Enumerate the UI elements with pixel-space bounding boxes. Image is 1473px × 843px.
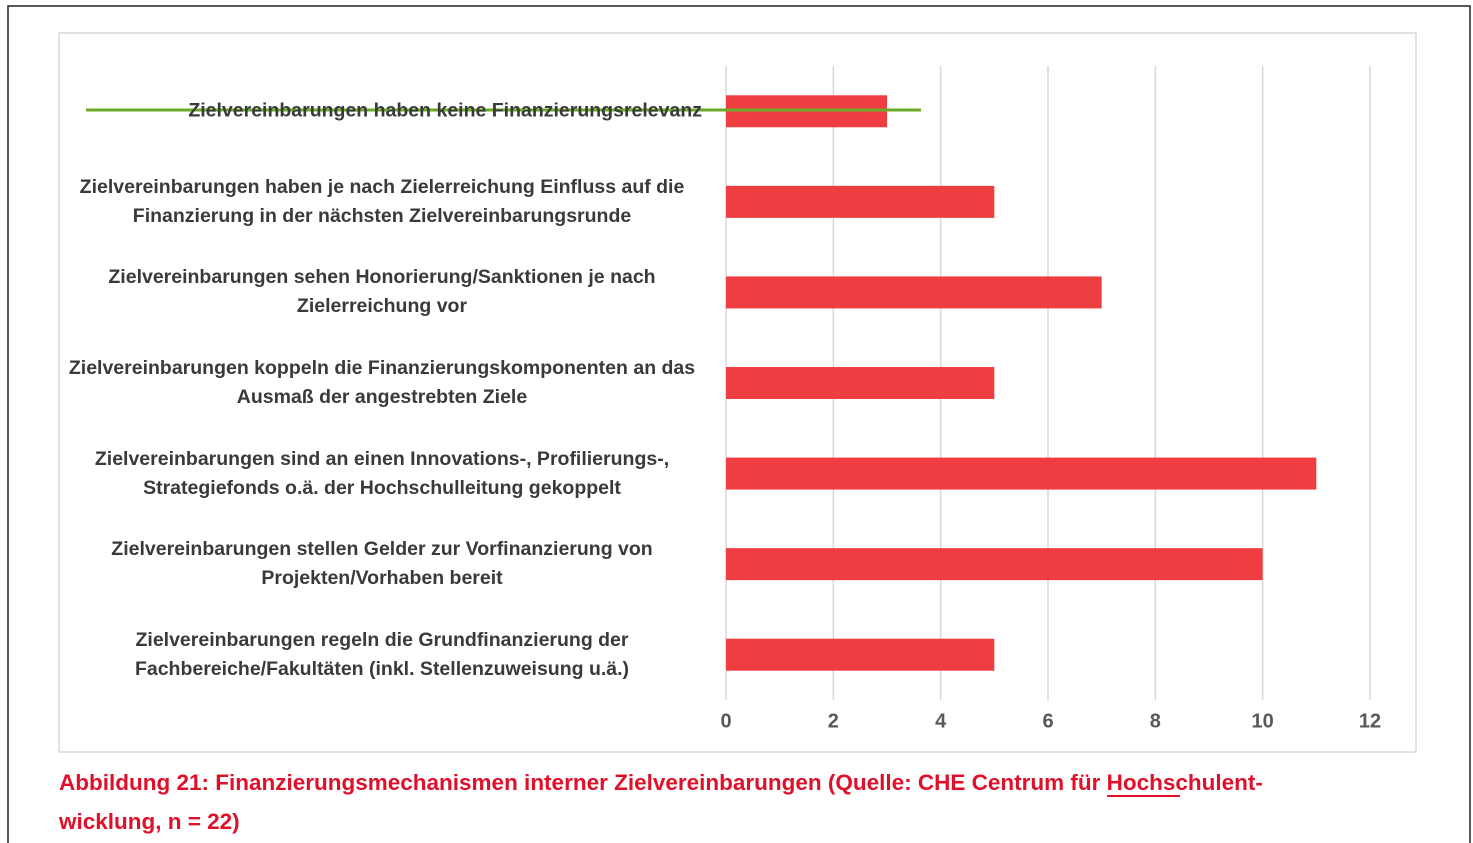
bar [726,276,1102,309]
bars [726,95,1317,671]
y-tick-label: Zielvereinbarungen stellen Gelder zur Vo… [111,538,653,590]
bar [726,457,1317,490]
category-label-box: Zielvereinbarungen sind an einen Innovat… [62,445,702,503]
bar [726,367,995,399]
x-tick-label: 8 [1150,710,1161,732]
x-tick-label: 6 [1042,710,1053,732]
x-tick-label: 0 [720,710,731,732]
chart-frame [58,32,1417,753]
x-tick-label: 12 [1359,710,1381,732]
page-frame [7,5,1471,843]
category-label-box: Zielvereinbarungen haben keine Finanzier… [188,97,702,126]
x-tick-label: 2 [828,710,839,732]
y-tick-label: Zielvereinbarungen koppeln die Finanzier… [68,357,696,408]
category-label-box: Zielvereinbarungen regeln die Grundfinan… [62,626,702,684]
caption: Abbildung 21: Finanzierungsmechanismen i… [59,770,1263,795]
category-label-box: Zielvereinbarungen koppeln die Finanzier… [62,354,702,412]
category-label-box: Zielvereinbarungen haben je nach Zielerr… [62,173,702,231]
y-tick-label: Zielvereinbarungen haben keine Finanzier… [188,99,702,122]
bar [726,638,995,671]
y-tick-label: Zielvereinbarungen regeln die Grundfinan… [134,628,630,680]
caption: wicklung, n = 22) [59,809,240,834]
x-tick-label: 4 [935,710,947,732]
y-tick-label: Zielvereinbarungen haben je nach Zielerr… [79,175,685,227]
bar [726,185,995,218]
x-tick-label: 10 [1252,710,1274,732]
bar [726,548,1263,581]
y-tick-label: Zielvereinbarungen sind an einen Innovat… [94,447,670,499]
category-label-box: Zielvereinbarungen stellen Gelder zur Vo… [62,535,702,593]
grid [725,66,1371,700]
y-tick-label: Zielvereinbarungen sehen Honorierung/San… [108,266,656,318]
category-label-box: Zielvereinbarungen sehen Honorierung/San… [62,263,702,321]
